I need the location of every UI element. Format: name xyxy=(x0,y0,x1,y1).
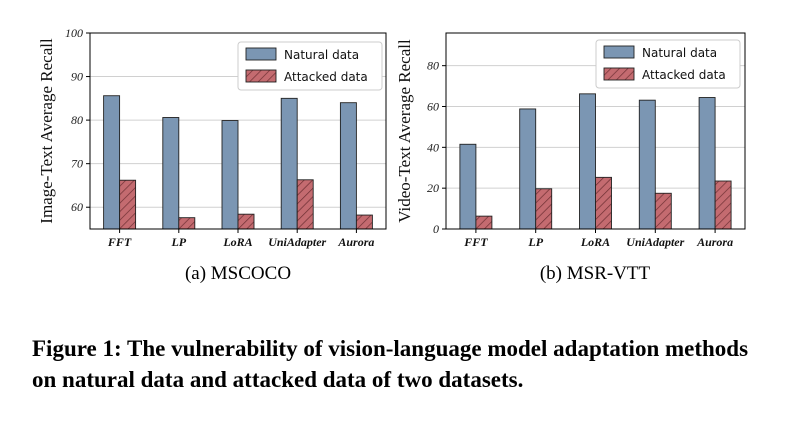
bar-natural-lp xyxy=(519,108,537,230)
x-tick-label: LoRA xyxy=(222,235,252,249)
y-tick-label: 60 xyxy=(71,200,83,214)
y-tick-label: 20 xyxy=(427,181,439,195)
bar-natural-lora xyxy=(579,93,596,230)
axes-frame xyxy=(89,32,387,230)
bar-attacked-uniadapter xyxy=(296,179,314,230)
bar-attacked-lora xyxy=(595,176,612,230)
x-tick-label: LoRA xyxy=(580,235,610,249)
bar-natural-aurora xyxy=(698,97,716,230)
legend: Natural data Attacked data xyxy=(595,39,741,89)
bar-natural-aurora xyxy=(339,102,357,230)
y-tick-label: 100 xyxy=(65,26,83,40)
y-tick-label: 70 xyxy=(71,157,83,171)
bar-attacked-lp xyxy=(178,217,196,230)
x-tick-label: Aurora xyxy=(337,235,374,249)
bar-natural-lora xyxy=(221,120,239,230)
bar-attacked-aurora xyxy=(714,180,732,230)
chart-msr-vtt: 0 20 40 60 80 FFT LP LoRA UniAdapter Aurora Video-… xyxy=(395,32,746,284)
y-tick-label: 0 xyxy=(433,222,439,236)
bar-natural-uniadapter xyxy=(638,99,656,230)
x-tick-label: Aurora xyxy=(696,235,733,249)
bar-attacked-fft xyxy=(475,215,493,230)
bar-attacked-uniadapter xyxy=(654,192,672,230)
chart-mscoco: 60 70 80 90 100 FFT LP LoRA UniAdapter Aurora Imag… xyxy=(37,26,387,284)
legend: Natural data Attacked data xyxy=(237,41,383,91)
x-tick-label: LP xyxy=(527,235,543,249)
x-tick-label: FFT xyxy=(107,235,132,249)
subfigure-caption: (b) MSR-VTT xyxy=(540,263,651,284)
bar-natural-lp xyxy=(162,117,180,230)
y-tick-label: 80 xyxy=(71,113,83,127)
legend-swatch xyxy=(603,67,635,81)
legend-label: Attacked data xyxy=(642,68,726,82)
legend-label: Attacked data xyxy=(284,70,368,84)
legend-label: Natural data xyxy=(642,46,717,60)
y-tick-label: 60 xyxy=(427,100,439,114)
y-axis-label: Video-Text Average Recall xyxy=(395,39,414,223)
y-axis-label: Image-Text Average Recall xyxy=(37,38,56,224)
legend-swatch xyxy=(245,69,277,83)
legend-swatch xyxy=(245,47,277,61)
bar-attacked-lora xyxy=(237,213,255,230)
bar-attacked-lp xyxy=(535,188,553,230)
bar-natural-uniadapter xyxy=(280,97,298,230)
y-tick-label: 80 xyxy=(427,59,439,73)
x-tick-label: UniAdapter xyxy=(626,235,684,249)
x-tick-label: FFT xyxy=(463,235,488,249)
bar-natural-fft xyxy=(103,95,121,230)
legend-swatch xyxy=(603,45,635,59)
subfigure-caption: (a) MSCOCO xyxy=(185,263,291,284)
x-tick-label: LP xyxy=(170,235,186,249)
bar-attacked-aurora xyxy=(355,214,373,230)
figure-caption: Figure 1: The vulnerability of vision-la… xyxy=(32,336,749,392)
bar-natural-fft xyxy=(459,143,477,230)
legend-label: Natural data xyxy=(284,48,359,62)
y-tick-label: 90 xyxy=(71,70,83,84)
axes-frame xyxy=(445,32,746,230)
bar-attacked-fft xyxy=(119,179,137,230)
x-tick-label: UniAdapter xyxy=(268,235,326,249)
y-tick-label: 40 xyxy=(427,140,439,154)
